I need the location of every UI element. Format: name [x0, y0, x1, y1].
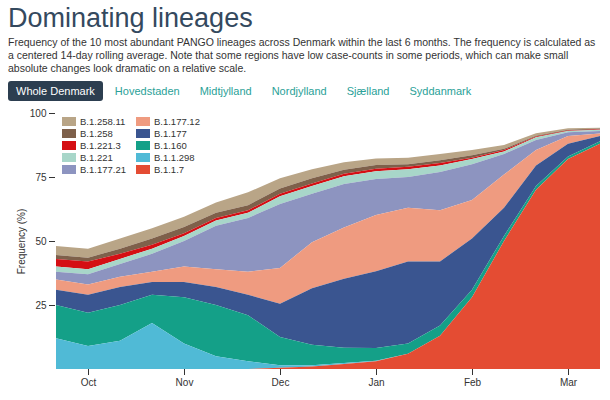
svg-text:Oct: Oct: [81, 377, 97, 388]
svg-text:25: 25: [35, 300, 47, 311]
svg-text:Jan: Jan: [368, 377, 384, 388]
html-text:B.1.177.21: B.1.177.21: [80, 163, 126, 175]
html-text:Sjælland: Sjælland: [346, 85, 390, 97]
html-text:B.1.1.7: B.1.1.7: [154, 163, 185, 175]
svg-text:Dec: Dec: [272, 377, 290, 388]
html-text:B.1.1.298: B.1.1.298: [154, 151, 195, 163]
html-text:Nordjylland: Nordjylland: [271, 85, 327, 97]
html-text:B.1.177: B.1.177: [154, 127, 187, 139]
svg-text:Nov: Nov: [176, 377, 194, 388]
html-text:B.1.258.11: B.1.258.11: [80, 115, 126, 127]
svg-text:50: 50: [35, 236, 47, 247]
html-text:Hovedstaden: Hovedstaden: [114, 85, 180, 97]
html-text:B.1.258: B.1.258: [80, 127, 113, 139]
html-text:B.1.221.3: B.1.221.3: [80, 139, 121, 151]
html-text:Frequency of the 10 most abund: Frequency of the 10 most abundant PANGO …: [8, 36, 596, 74]
html-text:Midtjylland: Midtjylland: [199, 85, 252, 97]
html-text:B.1.160: B.1.160: [154, 139, 187, 151]
html-text:Dominating lineages: Dominating lineages: [8, 3, 253, 33]
html-text:Whole Denmark: Whole Denmark: [16, 85, 95, 97]
svg-text:Mar: Mar: [560, 377, 578, 388]
html-text:Syddanmark: Syddanmark: [409, 85, 472, 97]
svg-text:100: 100: [30, 108, 47, 119]
html-text:B.1.177.12: B.1.177.12: [154, 115, 200, 127]
svg-text:Feb: Feb: [464, 377, 482, 388]
html-text:B.1.221: B.1.221: [80, 151, 113, 163]
svg-text:75: 75: [35, 172, 47, 183]
svg-text:Frequency (%): Frequency (%): [16, 209, 27, 275]
